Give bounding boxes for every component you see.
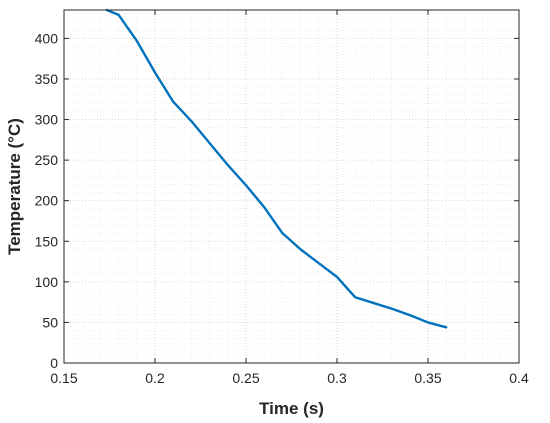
x-tick-label: 0.35	[414, 370, 441, 386]
temperature-series-line	[105, 8, 448, 329]
x-tick-label: 0.2	[145, 370, 165, 386]
series-layer	[105, 8, 448, 329]
y-tick-label: 200	[35, 193, 59, 209]
plot-background	[64, 10, 519, 363]
x-tick-label: 0.25	[232, 370, 259, 386]
plot-frame	[63, 9, 520, 364]
y-tick-label: 400	[35, 30, 59, 46]
x-tick-label: 0.3	[327, 370, 347, 386]
y-axis-title: Temperature (°C)	[5, 118, 24, 255]
major-grid	[63, 10, 520, 364]
x-tick-label: 0.4	[509, 370, 529, 386]
y-tick-label: 250	[35, 152, 59, 168]
y-tick-label: 300	[35, 112, 59, 128]
x-tick-label: 0.15	[50, 370, 77, 386]
x-tick-labels: 0.15 0.2 0.25 0.3 0.35 0.4	[50, 370, 529, 386]
y-tick-label: 0	[50, 355, 58, 371]
axis-ticks	[63, 10, 520, 364]
y-tick-label: 350	[35, 71, 59, 87]
y-tick-label: 150	[35, 233, 59, 249]
y-tick-labels: 0 50 100 150 200 250 300 350 400	[35, 30, 59, 371]
y-tick-label: 50	[42, 314, 58, 330]
y-tick-label: 100	[35, 274, 59, 290]
x-axis-title: Time (s)	[259, 399, 324, 418]
